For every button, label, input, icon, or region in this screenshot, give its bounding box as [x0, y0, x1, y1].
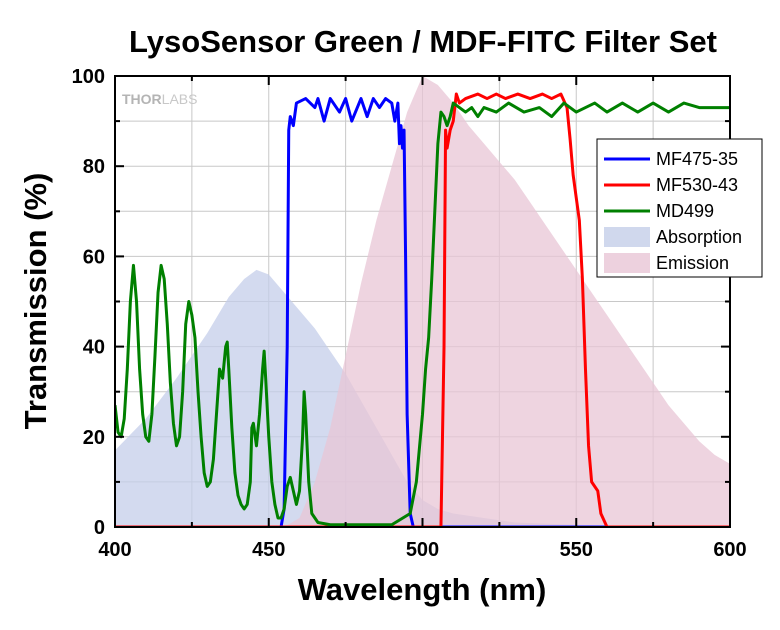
- shaded-areas: [115, 76, 730, 527]
- x-axis-title: Wavelength (nm): [298, 572, 547, 607]
- y-axis-title: Transmission (%): [18, 173, 53, 430]
- mf530-43-line: [115, 92, 730, 527]
- y-tick-label: 0: [94, 517, 105, 539]
- y-tick-label: 20: [83, 427, 105, 449]
- legend: MF475-35 MF530-43 MD499 Absorption Emission: [596, 138, 763, 278]
- legend-label-md499: MD499: [656, 201, 714, 221]
- mf475-35-line: [115, 97, 730, 527]
- y-tick-label: 100: [72, 66, 105, 88]
- legend-swatch-emission: [604, 253, 650, 273]
- legend-swatch-absorption: [604, 227, 650, 247]
- legend-label-absorption: Absorption: [656, 227, 742, 247]
- legend-label-mf475-35: MF475-35: [656, 149, 738, 169]
- x-tick-label: 500: [406, 539, 439, 561]
- x-tick-label: 600: [713, 539, 746, 561]
- legend-label-mf530-43: MF530-43: [656, 175, 738, 195]
- svg-text:THORLABS: THORLABS: [122, 91, 197, 107]
- x-tick-label: 550: [560, 539, 593, 561]
- chart-title: LysoSensor Green / MDF-FITC Filter Set: [129, 24, 717, 59]
- absorption-area: [115, 269, 730, 527]
- y-tick-label: 60: [83, 246, 105, 268]
- series-lines: [115, 92, 730, 527]
- emission-area: [284, 76, 730, 527]
- legend-box: [596, 138, 763, 278]
- y-tick-label: 80: [83, 156, 105, 178]
- y-tick-label: 40: [83, 337, 105, 359]
- watermark-logo: THORLABS: [122, 91, 197, 107]
- md499-line: [115, 101, 730, 527]
- legend-label-emission: Emission: [656, 253, 729, 273]
- x-tick-label: 400: [98, 539, 131, 561]
- axis-ticks: 400 450 500 550 600 0 20 40 60 80 100: [72, 66, 747, 561]
- x-tick-label: 450: [252, 539, 285, 561]
